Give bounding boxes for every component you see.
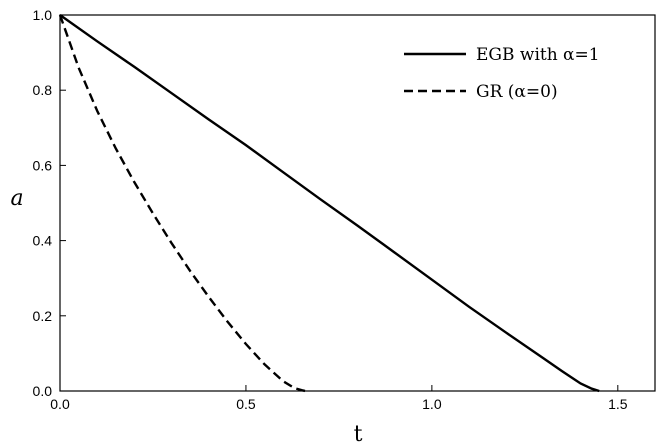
series-line-2 (58, 14, 306, 393)
series-lines (58, 14, 600, 393)
axis-ticks: 0.0 0.5 1.0 1.5 0.0 0.2 0.4 0.6 0.8 1.0 (33, 7, 628, 412)
y-tick-label: 0.0 (33, 383, 53, 399)
plot-frame (59, 14, 656, 392)
legend-label-2: GR (α=0) (476, 82, 558, 102)
y-tick-label: 0.2 (33, 308, 53, 324)
x-tick-label: 1.5 (608, 396, 628, 412)
y-tick-label: 0.4 (33, 233, 53, 249)
series-line-1 (59, 14, 600, 393)
y-tick-label: 0.8 (33, 82, 53, 98)
x-axis-title: t (354, 422, 363, 447)
legend-label-1: EGB with α=1 (476, 45, 600, 65)
y-tick-label: 1.0 (33, 7, 53, 23)
x-tick-label: 0.0 (50, 396, 70, 412)
legend: EGB with α=1 GR (α=0) (404, 45, 600, 102)
x-tick-label: 1.0 (422, 396, 442, 412)
x-tick-label: 0.5 (236, 396, 256, 412)
y-axis-title: a (10, 186, 23, 211)
y-tick-label: 0.6 (33, 157, 53, 173)
